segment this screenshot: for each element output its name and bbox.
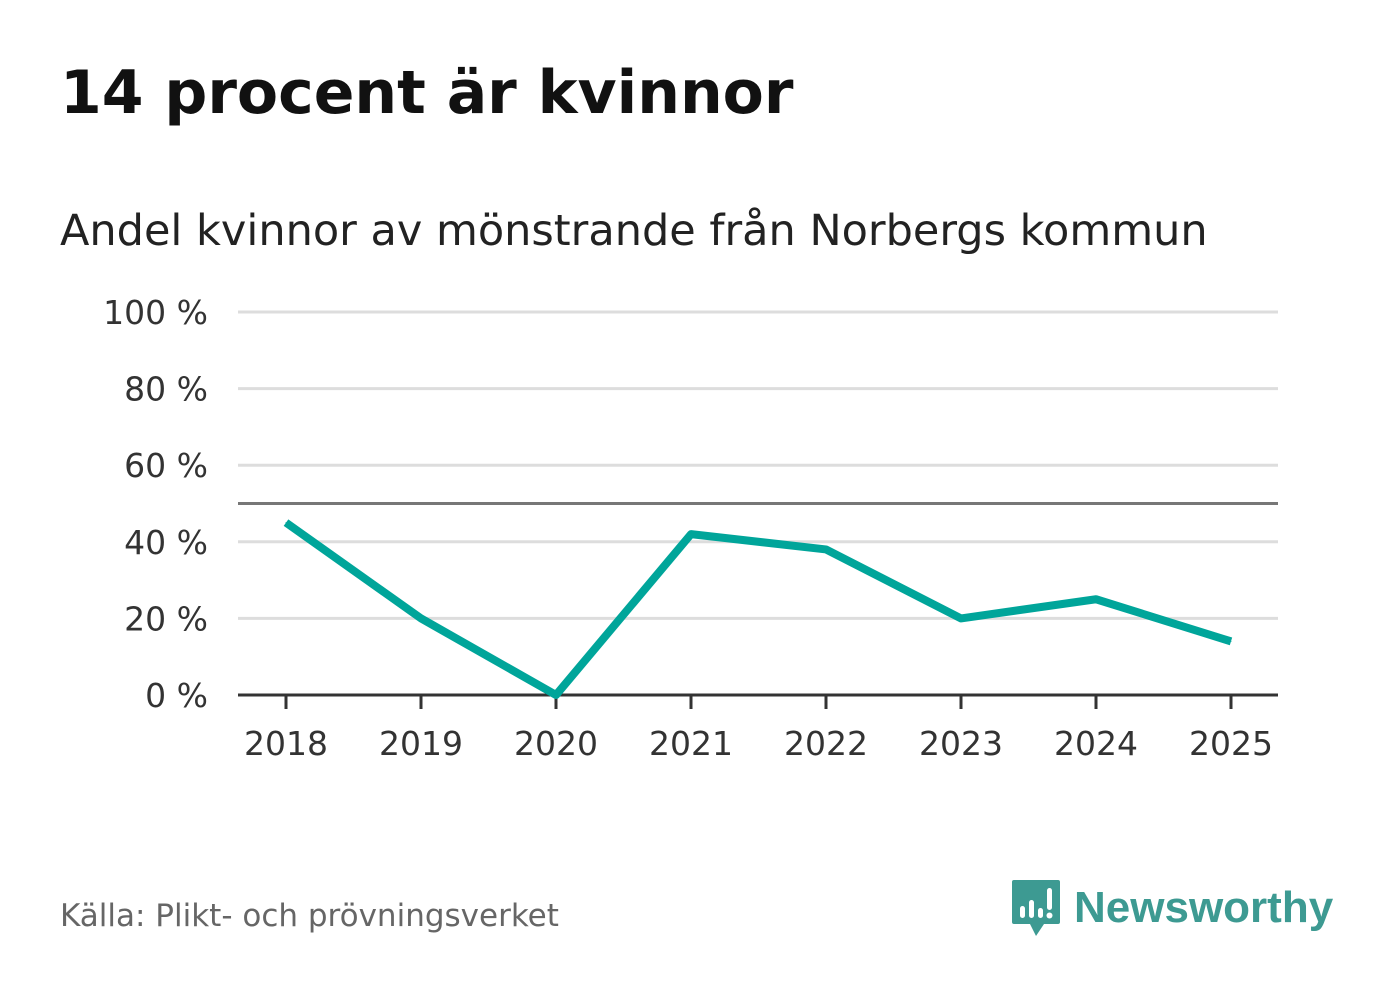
y-tick-label: 40 % [124, 523, 208, 562]
brand-logo: Newsworthy [1010, 878, 1333, 938]
series-line [283, 519, 1233, 699]
x-tick-label: 2018 [244, 724, 328, 763]
data-point [285, 522, 287, 524]
data-point [420, 617, 422, 619]
x-tick-label: 2025 [1189, 724, 1273, 763]
x-tick-label: 2019 [379, 724, 463, 763]
x-tick-label: 2024 [1054, 724, 1138, 763]
newsworthy-logo-icon [1012, 880, 1060, 936]
y-tick-label: 100 % [103, 293, 208, 332]
data-point [555, 694, 557, 696]
data-point [1095, 598, 1097, 600]
data-point [825, 548, 827, 550]
x-tick-label: 2020 [514, 724, 598, 763]
y-tick-label: 60 % [124, 446, 208, 485]
chart-subtitle: Andel kvinnor av mönstrande från Norberg… [60, 206, 1208, 256]
x-tick-label: 2021 [649, 724, 733, 763]
x-tick-label: 2023 [919, 724, 1003, 763]
brand-name: Newsworthy [1074, 883, 1334, 932]
y-tick-label: 0 % [145, 676, 208, 715]
y-tick-label: 80 % [124, 370, 208, 409]
x-tick-label: 2022 [784, 724, 868, 763]
data-point [690, 533, 692, 535]
data-point [1230, 640, 1232, 642]
chart-title: 14 procent är kvinnor [60, 58, 794, 128]
line-chart: 0 % 20 % 40 % 60 % 80 % 100 % 2018 2019 2020 2021… [103, 293, 1278, 763]
data-point [960, 617, 962, 619]
y-tick-label: 20 % [124, 599, 208, 638]
source-note: Källa: Plikt- och prövningsverket [60, 898, 559, 934]
